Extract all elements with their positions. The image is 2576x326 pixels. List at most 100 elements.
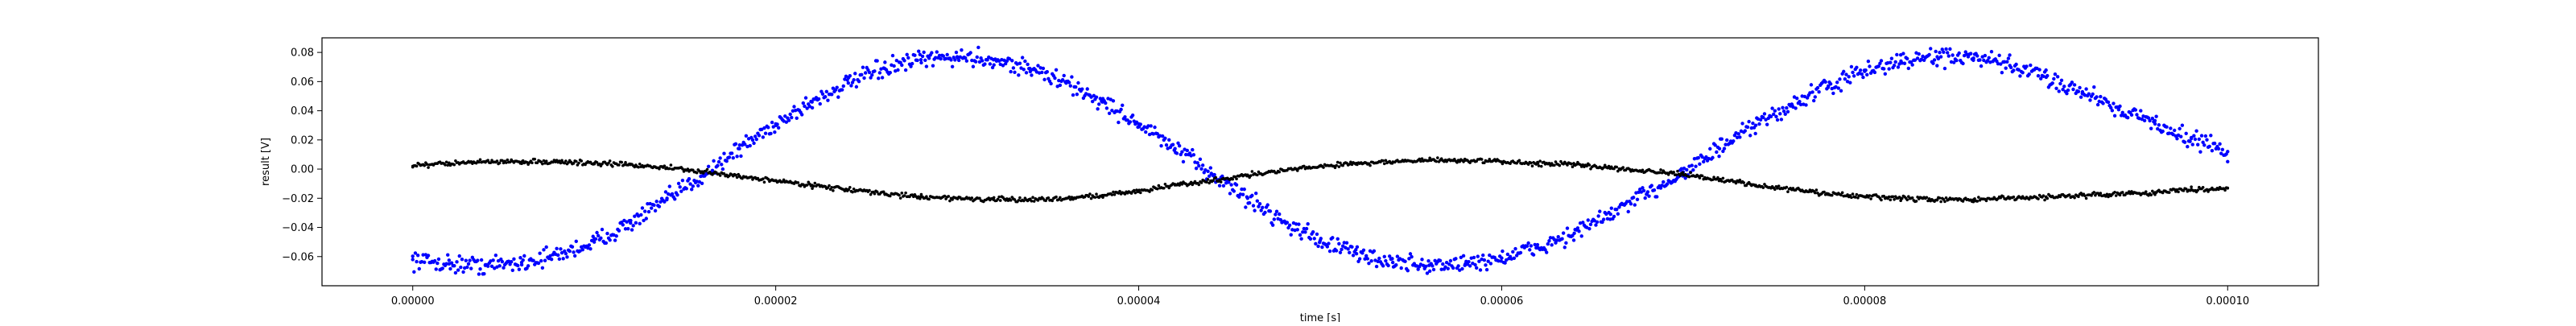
data-point (455, 260, 459, 264)
data-point (646, 201, 650, 206)
data-point (2188, 139, 2192, 143)
data-point (857, 80, 861, 84)
data-point (880, 76, 885, 80)
data-point (1882, 67, 1886, 71)
data-point (1229, 183, 1233, 187)
data-point (493, 254, 498, 258)
data-point (854, 85, 859, 89)
data-point (737, 142, 742, 147)
data-point (577, 161, 580, 165)
data-point (1501, 249, 1505, 254)
data-point (617, 229, 621, 233)
data-point (2182, 189, 2186, 192)
data-point (712, 159, 716, 163)
data-point (1338, 250, 1343, 254)
data-point (2065, 91, 2069, 96)
data-point (1872, 70, 1877, 75)
data-point (1104, 101, 1108, 105)
data-point (1758, 118, 1763, 122)
data-point (595, 160, 599, 164)
data-point (1317, 240, 1322, 245)
data-point (1938, 51, 1942, 55)
data-point (495, 159, 499, 163)
data-point (1301, 230, 1305, 234)
data-point (1682, 166, 1686, 171)
data-point (476, 258, 480, 262)
data-point (1917, 52, 1921, 56)
data-point (754, 137, 758, 142)
data-point (1458, 268, 1462, 272)
data-point (1185, 148, 1190, 153)
data-point (1041, 66, 1046, 71)
data-point (875, 190, 879, 194)
data-point (766, 126, 770, 130)
data-point (1278, 217, 1283, 222)
data-point (1096, 107, 1100, 111)
data-point (1176, 141, 1180, 145)
data-point (909, 64, 913, 68)
data-point (1868, 64, 1872, 68)
data-point (477, 272, 481, 276)
data-point (1828, 82, 1833, 86)
data-point (2062, 85, 2066, 89)
data-point (1315, 232, 1319, 237)
data-point (1054, 68, 1059, 72)
data-point (1571, 165, 1575, 169)
data-point (633, 214, 637, 218)
data-point (818, 101, 822, 106)
data-point (1071, 93, 1075, 97)
data-point (2150, 116, 2155, 121)
data-point (412, 270, 416, 274)
data-point (415, 259, 419, 264)
data-point (1367, 261, 1371, 266)
data-point (1616, 169, 1620, 173)
data-point (459, 265, 463, 270)
data-point (1247, 200, 1252, 205)
data-point (1691, 167, 1695, 172)
data-point (1654, 195, 1659, 199)
data-point (669, 163, 673, 167)
data-point (1607, 164, 1611, 168)
data-point (1374, 264, 1379, 269)
data-point (824, 89, 829, 94)
data-point (1159, 143, 1163, 148)
data-point (992, 196, 996, 200)
data-point (572, 254, 577, 258)
data-point (1778, 112, 1782, 116)
data-point (1327, 249, 1332, 254)
data-point (1891, 195, 1895, 199)
data-point (1722, 146, 1727, 151)
data-point (608, 159, 612, 163)
data-point (1302, 226, 1307, 231)
data-point (813, 181, 817, 185)
data-point (2005, 60, 2009, 64)
data-point (2091, 92, 2095, 97)
data-point (466, 262, 471, 266)
data-point (773, 130, 777, 134)
data-point (1975, 54, 1979, 58)
data-point (1505, 258, 1509, 262)
data-point (1982, 58, 1986, 63)
data-point (1563, 246, 1567, 250)
data-point (1203, 167, 1208, 172)
data-point (1831, 91, 1835, 96)
data-point (1942, 197, 1946, 201)
data-point (652, 203, 656, 208)
data-point (2021, 71, 2025, 75)
data-point (1609, 206, 1613, 210)
data-point (1446, 266, 1450, 270)
data-point (1235, 177, 1238, 181)
data-point (1420, 258, 1424, 262)
data-point (2095, 102, 2100, 107)
data-point (1251, 204, 1256, 208)
data-point (1815, 85, 1820, 90)
data-point (2017, 68, 2021, 72)
data-point (1107, 111, 1112, 115)
data-point (653, 208, 658, 213)
data-point (1146, 124, 1150, 128)
data-point (491, 258, 495, 262)
data-point (417, 266, 421, 271)
data-point (1530, 161, 1533, 165)
